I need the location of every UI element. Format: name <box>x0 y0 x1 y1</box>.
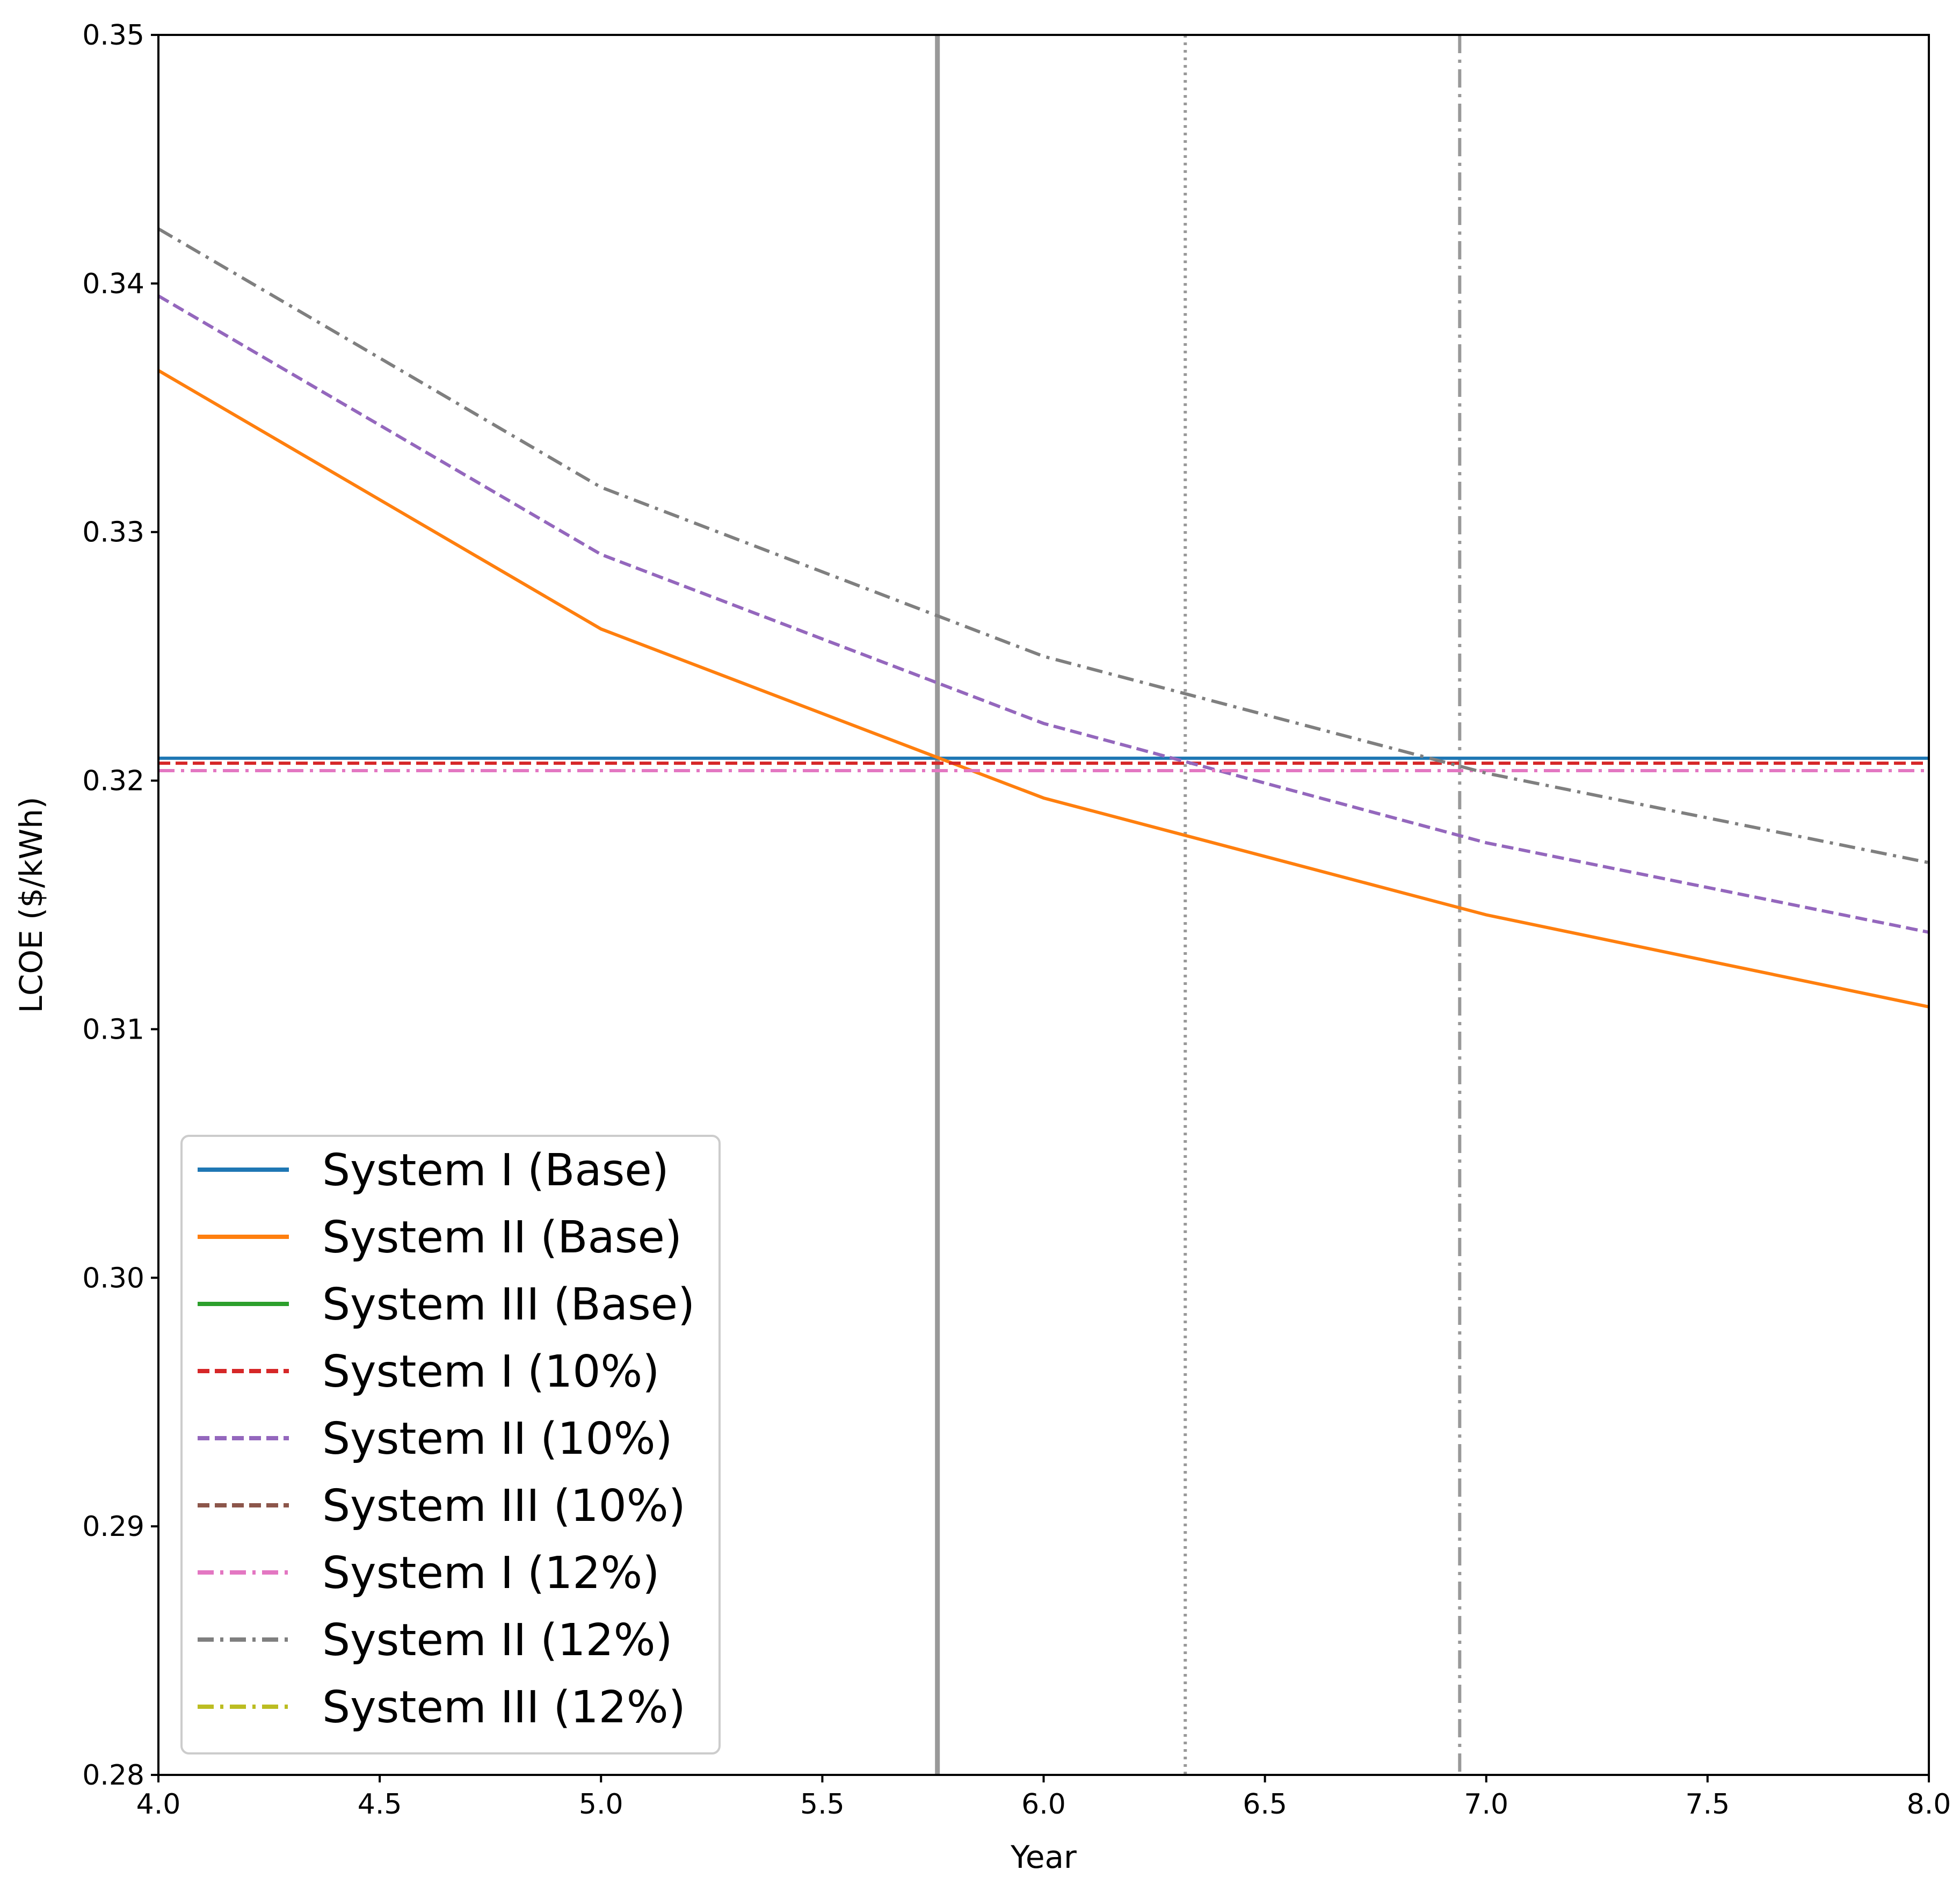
x-tick-label: 6.0 <box>1021 1788 1066 1821</box>
legend-label: System III (10%) <box>322 1481 686 1532</box>
legend-label: System II (12%) <box>322 1615 673 1666</box>
legend-label: System I (12%) <box>322 1548 659 1599</box>
y-tick-label: 0.31 <box>82 1013 144 1046</box>
y-axis-ticks: 0.28 0.29 0.30 0.31 0.32 0.33 0.34 0.35 <box>82 19 158 1792</box>
y-tick-label: 0.33 <box>82 517 144 549</box>
x-tick-label: 7.0 <box>1464 1788 1508 1821</box>
legend-label: System I (10%) <box>322 1346 659 1397</box>
x-tick-label: 7.5 <box>1686 1788 1730 1821</box>
legend-box <box>180 1135 721 1755</box>
y-tick-label: 0.30 <box>82 1262 144 1294</box>
y-tick-label: 0.35 <box>82 19 144 52</box>
series-lines <box>157 227 1929 1009</box>
legend-label: System I (Base) <box>322 1145 669 1196</box>
vertical-reference-lines <box>935 35 1462 1775</box>
x-tick-label: 4.0 <box>136 1788 181 1821</box>
legend-label: System III (12%) <box>322 1682 686 1733</box>
legend-label: System III (Base) <box>322 1279 695 1330</box>
y-tick-label: 0.34 <box>82 268 144 300</box>
legend-label: System II (10%) <box>322 1413 673 1465</box>
x-axis-label: Year <box>1010 1839 1077 1875</box>
legend-label: System II (Base) <box>322 1212 682 1263</box>
x-tick-label: 5.0 <box>579 1788 623 1821</box>
series-line-1 <box>157 369 1929 1009</box>
x-tick-label: 5.5 <box>800 1788 845 1821</box>
y-tick-label: 0.32 <box>82 765 144 798</box>
x-tick-label: 4.5 <box>358 1788 402 1821</box>
y-tick-label: 0.29 <box>82 1511 144 1543</box>
x-axis-ticks: 4.0 4.5 5.0 5.5 6.0 6.5 7.0 7.5 8.0 <box>136 1775 1951 1821</box>
legend: System I (Base) System II (Base) System II… <box>180 1135 721 1755</box>
x-tick-label: 8.0 <box>1907 1788 1951 1821</box>
series-line-4 <box>157 294 1929 934</box>
x-tick-label: 6.5 <box>1243 1788 1287 1821</box>
y-axis-label: LCOE ($/kWh) <box>13 797 49 1013</box>
series-line-7 <box>157 227 1929 865</box>
y-tick-label: 0.28 <box>82 1759 144 1792</box>
